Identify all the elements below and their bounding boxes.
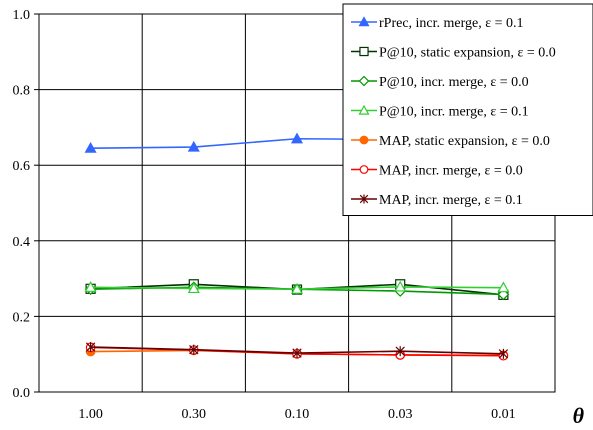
data-point	[187, 282, 200, 294]
x-tick-label: 0.03	[388, 407, 413, 422]
data-point	[290, 132, 304, 144]
legend-label: rPrec, incr. merge, ε = 0.1	[379, 16, 524, 31]
data-point	[498, 348, 509, 359]
data-point	[394, 280, 407, 292]
data-point	[189, 344, 199, 355]
y-tick-label: 0.8	[13, 84, 31, 99]
data-point	[395, 346, 405, 357]
legend-item: P@10, incr. merge, ε = 0.1	[351, 105, 529, 120]
legend-item: MAP, static expansion, ε = 0.0	[351, 134, 550, 149]
y-tick-label: 0.4	[13, 235, 31, 250]
chart-series	[84, 130, 510, 361]
data-point	[85, 342, 96, 353]
y-tick-label: 0.0	[13, 386, 31, 401]
data-point	[359, 135, 369, 145]
legend-box	[342, 3, 593, 216]
legend-label: MAP, incr. merge, ε = 0.1	[379, 193, 523, 208]
legend-item: P@10, incr. merge, ε = 0.0	[351, 75, 529, 90]
y-tick-label: 0.6	[13, 159, 31, 174]
y-axis-ticks: 0.0 0.2 0.4 0.6 0.8 1.0	[13, 8, 39, 401]
x-tick-label: 0.10	[285, 407, 310, 422]
data-point	[358, 75, 370, 87]
data-point	[84, 141, 97, 153]
data-point	[292, 348, 302, 359]
data-point	[358, 104, 370, 115]
data-point	[359, 165, 369, 174]
legend-label: P@10, incr. merge, ε = 0.1	[379, 105, 529, 120]
series	[85, 342, 509, 359]
x-axis-label: θ	[573, 403, 585, 428]
x-axis-ticks: 1.00 0.30 0.10 0.03 0.01	[78, 407, 515, 422]
data-point	[497, 281, 510, 293]
data-point	[358, 16, 370, 27]
y-tick-label: 1.0	[13, 8, 31, 23]
legend-item: P@10, static expansion, ε = 0.0	[351, 46, 556, 61]
data-point	[187, 140, 200, 152]
legend-item: rPrec, incr. merge, ε = 0.1	[351, 16, 524, 31]
series	[84, 280, 510, 294]
legend-label: MAP, incr. merge, ε = 0.0	[379, 164, 523, 179]
data-point	[359, 46, 369, 57]
x-tick-label: 0.01	[491, 407, 516, 422]
y-tick-label: 0.2	[13, 310, 31, 325]
legend-item: MAP, incr. merge, ε = 0.1	[351, 193, 523, 208]
legend-label: P@10, static expansion, ε = 0.0	[379, 46, 556, 61]
data-point	[290, 282, 304, 294]
x-tick-label: 0.30	[182, 407, 207, 422]
legend-label: MAP, static expansion, ε = 0.0	[379, 134, 550, 149]
legend-label: P@10, incr. merge, ε = 0.0	[379, 75, 529, 90]
x-tick-label: 1.00	[78, 407, 103, 422]
legend-item: MAP, incr. merge, ε = 0.0	[351, 164, 523, 179]
data-point	[84, 281, 97, 292]
chart-legend: rPrec, incr. merge, ε = 0.1 P@10, static …	[342, 3, 593, 216]
data-point	[359, 194, 369, 204]
